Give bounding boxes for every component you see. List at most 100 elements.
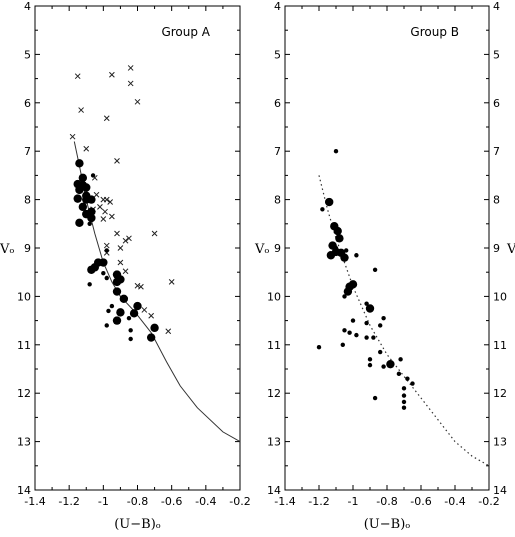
panel-b-small-dot-point: [364, 335, 369, 340]
panel-b-small-dot-point: [367, 362, 373, 368]
panel-b-small-dot-point: [320, 207, 325, 212]
panel-b-ytick-label-right: 10: [493, 290, 507, 303]
panel-b-fit-curve: [318, 175, 490, 467]
panel-a-small-dot-point: [106, 308, 111, 314]
panel-a-small-dot-point: [128, 336, 133, 342]
panel-a-cross-point: [127, 65, 134, 71]
panel-a-large-dot-point: [75, 185, 84, 195]
panel-b-ytick-label: 9: [274, 242, 281, 255]
panel-a-cross-point: [151, 230, 158, 237]
panel-a-cross-point: [69, 133, 76, 140]
panel-a-xtick-label: -1.2: [58, 495, 79, 508]
panel-b-ylabel-left: Vₒ: [254, 242, 269, 257]
panel-a-large-dot-point: [119, 294, 129, 304]
panel-b-small-dot-point: [354, 332, 359, 338]
panel-a-ytick-label: 8: [24, 194, 31, 207]
panel-b-title: Group B: [410, 25, 459, 39]
panel-b-small-dot-point: [401, 405, 407, 410]
panel-a-cross-point: [165, 328, 172, 335]
panel-a-xtick-label: -1: [98, 495, 109, 508]
panel-b-small-dot-point: [347, 330, 352, 335]
panel-a-fit-curve: [73, 141, 241, 443]
panel-b-ytick-label: 5: [274, 48, 281, 61]
panel-a-large-dot-point: [116, 308, 125, 317]
panel-a-xlabel: (U−B)ₒ: [114, 517, 161, 532]
panel-a-xtick-label: -0.4: [195, 495, 216, 508]
panel-b-large-dot-point: [335, 234, 344, 243]
panel-a-ytick-label: 4: [24, 0, 31, 13]
panel-a-large-dot-point: [129, 309, 139, 318]
panel-b-ytick-label-right: 14: [493, 484, 507, 497]
panel-b-xtick-label: -1: [348, 495, 359, 508]
panel-b-large-dot-point: [343, 287, 353, 296]
panel-b-small-dot-point: [364, 301, 369, 306]
panel-b-small-dot-point: [381, 315, 386, 321]
panel-b-ytick-label: 10: [267, 290, 281, 303]
panel-a-large-dot-point: [78, 202, 88, 212]
panel-a-frame: [34, 5, 241, 491]
panel-b-small-dot-point: [381, 364, 386, 369]
panel-b-small-dot-point: [401, 393, 407, 398]
panel-a-cross-point: [103, 242, 110, 249]
panel-a-cross-point: [122, 237, 129, 244]
panel-b-ytick-label: 7: [274, 145, 281, 158]
panel-a-xtick-label: -1.4: [24, 495, 45, 508]
panel-a-large-dot-point: [87, 265, 96, 274]
panel-b-frame: [284, 5, 490, 491]
panel-b-small-dot-point: [367, 357, 373, 362]
panel-a-cross-point: [103, 196, 110, 203]
panel-a-ytick-label: 7: [24, 145, 31, 158]
panel-a-small-dot-point: [104, 248, 109, 253]
panel-b-ytick-label-right: 9: [493, 242, 500, 255]
panel-b-ytick-label-right: 6: [493, 97, 500, 110]
panel-a-large-dot-point: [75, 159, 84, 168]
panel-b-ytick-label: 14: [267, 484, 281, 497]
panel-a-ytick-label: 13: [17, 436, 31, 449]
panel-b-ytick-label: 11: [267, 339, 281, 352]
panel-a-large-dot-point: [78, 173, 88, 183]
panel-a-cross-point: [141, 307, 148, 313]
panel-a-small-dot-point: [128, 328, 133, 333]
panel-a-large-dot-point: [75, 218, 84, 228]
panel-a-ytick-label: 5: [24, 48, 31, 61]
panel-a-cross-point: [117, 245, 124, 251]
panel-a-small-dot-point: [109, 303, 115, 309]
panel-a-small-dot-point: [101, 270, 106, 276]
panel-a-ytick-label: 11: [17, 339, 31, 352]
panel-a-large-dot-point: [112, 287, 122, 296]
panel-b-xtick-label: -0.4: [444, 495, 465, 508]
panel-b-small-dot-point: [342, 294, 347, 299]
panel-b-small-dot-point: [333, 149, 339, 154]
panel-b-xtick-label: -1.4: [274, 495, 295, 508]
panel-b-small-dot-point: [410, 381, 415, 386]
panel-b-small-dot-point: [333, 245, 339, 251]
panel-a-title: Group A: [161, 25, 210, 39]
panel-b-ytick-label-right: 11: [493, 339, 507, 352]
panel-b-ytick-label-right: 12: [493, 387, 507, 400]
panel-b-ytick-label: 12: [267, 387, 281, 400]
panel-b-small-dot-point: [396, 371, 402, 377]
panel-b-large-dot-point: [325, 197, 334, 207]
panel-b-small-dot-point: [378, 323, 383, 328]
panel-b-ytick-label: 8: [274, 194, 281, 207]
panel-b-small-dot-point: [401, 386, 407, 391]
panel-a-cross-point: [78, 107, 84, 113]
panel-b-ytick-label-right: 4: [493, 0, 500, 13]
panel-a-large-dot-point: [133, 301, 142, 311]
panel-a-cross-point: [134, 282, 141, 289]
panel-a-cross-point: [134, 98, 141, 105]
panel-a-cross-point: [93, 191, 100, 198]
panel-a-ytick-label: 9: [24, 242, 31, 255]
panel-a-cross-point: [127, 80, 134, 87]
panel-b-ytick-label-right: 7: [493, 145, 500, 158]
panel-b-large-dot-point: [333, 226, 342, 236]
panel-b-ytick-label: 4: [274, 0, 281, 13]
panel-a-large-dot-point: [87, 195, 96, 204]
panel-b-xlabel: (U−B)ₒ: [364, 517, 411, 532]
panel-a-large-dot-point: [87, 213, 96, 223]
panel-b-small-dot-point: [354, 253, 359, 258]
panel-a-large-dot-point: [146, 333, 156, 342]
panel-a-cross-point: [74, 73, 81, 80]
panel-a-cross-point: [117, 259, 124, 266]
